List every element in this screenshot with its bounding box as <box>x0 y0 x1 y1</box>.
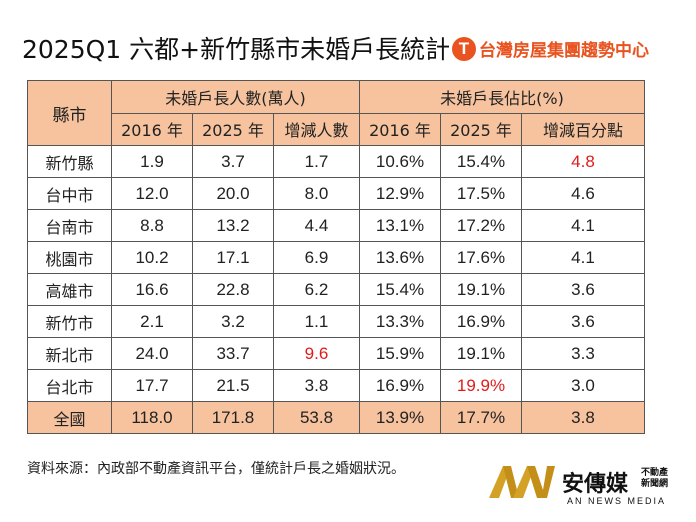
cell-2025-count: 33.7 <box>192 337 274 370</box>
row-city: 新竹縣 <box>27 145 112 178</box>
subheader-2025-ratio: 2025 年 <box>440 112 522 146</box>
cell-2016-count: 12.0 <box>111 177 193 210</box>
cell-change-count: 6.9 <box>273 241 360 274</box>
cell-2016-count: 16.6 <box>111 273 193 306</box>
subheader-change-count: 增減人數 <box>273 112 360 146</box>
cell-change-count: 3.8 <box>273 369 360 402</box>
row-city: 高雄市 <box>27 273 112 306</box>
cell-2025-count: 22.8 <box>192 273 274 306</box>
cell-change-points: 3.3 <box>521 337 645 370</box>
subheader-2016-count: 2016 年 <box>111 112 193 146</box>
cell-2016-ratio: 15.9% <box>359 337 441 370</box>
brand-name: 台灣房屋集團趨勢中心 <box>479 41 649 61</box>
cell-2016-ratio: 10.6% <box>359 145 441 178</box>
cell-2025-count: 171.8 <box>192 401 274 434</box>
cell-2016-count: 8.8 <box>111 209 193 242</box>
table-row: 新北市 24.0 33.7 9.6 15.9% 19.1% 3.3 <box>27 337 645 370</box>
cell-2016-ratio: 15.4% <box>359 273 441 306</box>
cell-2025-count: 17.1 <box>192 241 274 274</box>
table-row: 台南市 8.8 13.2 4.4 13.1% 17.2% 4.1 <box>27 209 645 242</box>
cell-change-points: 4.1 <box>521 209 645 242</box>
cell-2025-ratio: 19.1% <box>440 337 522 370</box>
row-city: 台中市 <box>27 177 112 210</box>
total-row: 全國 118.0 171.8 53.8 13.9% 17.7% 3.8 <box>27 401 645 434</box>
cell-2025-count: 3.2 <box>192 305 274 338</box>
an-news-logo-icon <box>489 466 555 498</box>
cell-change-count: 4.4 <box>273 209 360 242</box>
cell-2025-ratio: 17.5% <box>440 177 522 210</box>
cell-2016-count: 24.0 <box>111 337 193 370</box>
publisher-tag-line2: 新聞網 <box>641 479 669 489</box>
cell-2025-ratio: 19.9% <box>440 369 522 402</box>
cell-2025-count: 21.5 <box>192 369 274 402</box>
cell-change-count: 8.0 <box>273 177 360 210</box>
row-city: 新北市 <box>27 337 112 370</box>
cell-2016-count: 1.9 <box>111 145 193 178</box>
cell-2016-count: 10.2 <box>111 241 193 274</box>
cell-2025-count: 3.7 <box>192 145 274 178</box>
row-city: 台北市 <box>27 369 112 402</box>
cell-change-count: 6.2 <box>273 273 360 306</box>
cell-2016-count: 118.0 <box>111 401 193 434</box>
cell-change-count: 9.6 <box>273 337 360 370</box>
cell-change-points: 3.0 <box>521 369 645 402</box>
taiwan-realty-logo-icon: T <box>452 36 476 61</box>
header-group-count: 未婚戶長人數(萬人) <box>111 80 360 114</box>
source-note: 資料來源：內政部不動產資訊平台，僅統計戶長之婚姻狀況。 <box>27 461 405 477</box>
cell-2025-ratio: 15.4% <box>440 145 522 178</box>
brand-logo: T 台灣房屋集團趨勢中心 <box>452 36 649 61</box>
cell-2016-ratio: 12.9% <box>359 177 441 210</box>
cell-change-points: 4.8 <box>521 145 645 178</box>
table-row: 新竹縣 1.9 3.7 1.7 10.6% 15.4% 4.8 <box>27 145 645 178</box>
cell-2025-ratio: 17.2% <box>440 209 522 242</box>
cell-2016-ratio: 13.1% <box>359 209 441 242</box>
row-city: 新竹市 <box>27 305 112 338</box>
cell-change-points: 3.6 <box>521 305 645 338</box>
cell-2016-ratio: 13.6% <box>359 241 441 274</box>
subheader-2025-count: 2025 年 <box>192 112 274 146</box>
cell-2016-count: 2.1 <box>111 305 193 338</box>
cell-change-count: 1.7 <box>273 145 360 178</box>
page-title: 2025Q1 六都+新竹縣市未婚戶長統計 <box>22 35 451 64</box>
row-city: 全國 <box>27 401 112 434</box>
header-group-ratio: 未婚戶長佔比(%) <box>359 80 645 114</box>
table-row: 桃園市 10.2 17.1 6.9 13.6% 17.6% 4.1 <box>27 241 645 274</box>
table-row: 台中市 12.0 20.0 8.0 12.9% 17.5% 4.6 <box>27 177 645 210</box>
cell-2016-count: 17.7 <box>111 369 193 402</box>
publisher-english: AN NEWS MEDIA <box>567 496 667 506</box>
cell-2025-count: 20.0 <box>192 177 274 210</box>
publisher-tag: 不動產 新聞網 <box>641 468 668 490</box>
cell-2025-ratio: 19.1% <box>440 273 522 306</box>
table-row: 新竹市 2.1 3.2 1.1 13.3% 16.9% 3.6 <box>27 305 645 338</box>
cell-2025-count: 13.2 <box>192 209 274 242</box>
cell-change-points: 3.6 <box>521 273 645 306</box>
cell-change-points: 3.8 <box>521 401 645 434</box>
cell-2025-ratio: 17.6% <box>440 241 522 274</box>
row-city: 桃園市 <box>27 241 112 274</box>
cell-2025-ratio: 16.9% <box>440 305 522 338</box>
subheader-change-points: 增減百分點 <box>521 112 645 146</box>
table-row: 高雄市 16.6 22.8 6.2 15.4% 19.1% 3.6 <box>27 273 645 306</box>
header-city: 縣市 <box>27 80 112 146</box>
statistics-table: 縣市 未婚戶長人數(萬人) 未婚戶長佔比(%) 2016 年 2025 年 增減… <box>27 80 645 434</box>
cell-2025-ratio: 17.7% <box>440 401 522 434</box>
cell-2016-ratio: 13.3% <box>359 305 441 338</box>
cell-2016-ratio: 13.9% <box>359 401 441 434</box>
cell-change-points: 4.6 <box>521 177 645 210</box>
cell-2016-ratio: 16.9% <box>359 369 441 402</box>
row-city: 台南市 <box>27 209 112 242</box>
publisher-name: 安傳媒 <box>562 472 629 497</box>
publisher-tag-line1: 不動產 <box>641 468 669 478</box>
subheader-2016-ratio: 2016 年 <box>359 112 441 146</box>
cell-change-count: 53.8 <box>273 401 360 434</box>
cell-change-points: 4.1 <box>521 241 645 274</box>
cell-change-count: 1.1 <box>273 305 360 338</box>
table-row: 台北市 17.7 21.5 3.8 16.9% 19.9% 3.0 <box>27 369 645 402</box>
